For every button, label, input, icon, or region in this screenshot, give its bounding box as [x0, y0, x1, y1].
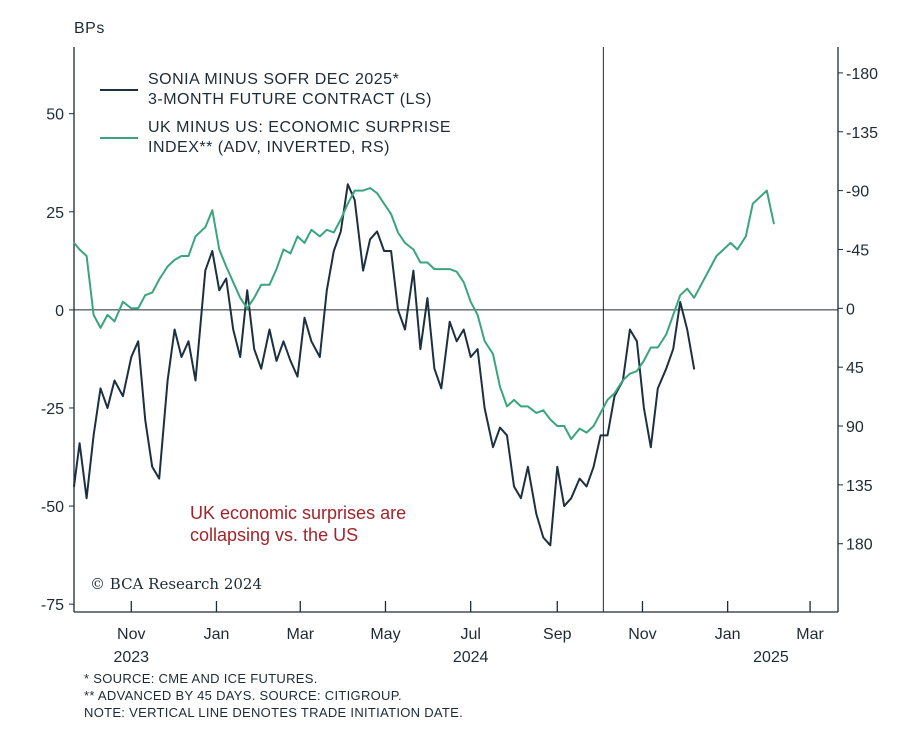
right-tick-label: 135	[846, 478, 873, 495]
annotation-line2: collapsing vs. the US	[190, 525, 359, 545]
right-tick-label: 180	[846, 537, 873, 554]
left-tick-label: 25	[46, 205, 64, 222]
copyright-notice: © BCA Research 2024	[90, 575, 263, 593]
series-layer	[73, 183, 775, 547]
chart-annotation: UK economic surprises are collapsing vs.…	[190, 502, 406, 546]
x-tick-label: Nov	[117, 626, 145, 643]
annotation-line1: UK economic surprises are	[190, 503, 407, 523]
legend-label-sonia-line1: SONIA MINUS SOFR DEC 2025*	[148, 71, 400, 88]
legend: SONIA MINUS SOFR DEC 2025* 3-MONTH FUTUR…	[100, 70, 451, 166]
x-tick-label: Jul	[460, 626, 480, 643]
right-tick-label: 90	[846, 419, 864, 436]
footnote-advanced: ** ADVANCED BY 45 DAYS. SOURCE: CITIGROU…	[84, 688, 402, 703]
left-tick-label: 50	[46, 107, 64, 124]
x-tick-label: Jan	[715, 626, 741, 643]
legend-item-surprise-index: UK MINUS US: ECONOMIC SURPRISE INDEX** (…	[100, 118, 451, 158]
series-line-sonia-sofr	[73, 183, 696, 547]
footnote-source: * SOURCE: CME AND ICE FUTURES.	[84, 671, 318, 686]
x-year-label: 2024	[453, 649, 489, 666]
axes-layer: 50 25 0 -25 -50 -75 -180 -135 -90 -45 0 45 90 135 180 N…	[41, 47, 878, 666]
footnotes: * SOURCE: CME AND ICE FUTURES. ** ADVANC…	[84, 670, 463, 721]
x-tick-label: Mar	[286, 626, 314, 643]
left-axis-unit-label: BPs	[74, 20, 105, 37]
left-tick-label: -75	[41, 597, 64, 614]
legend-item-sonia-sofr: SONIA MINUS SOFR DEC 2025* 3-MONTH FUTUR…	[100, 70, 451, 110]
x-tick-label: Nov	[628, 626, 656, 643]
left-tick-label: -50	[41, 499, 64, 516]
left-tick-label: -25	[41, 401, 64, 418]
right-tick-label: -90	[846, 184, 869, 201]
right-tick-label: -180	[846, 66, 878, 83]
x-year-label: 2025	[753, 649, 789, 666]
footnote-vertical-line: NOTE: VERTICAL LINE DENOTES TRADE INITIA…	[84, 705, 464, 720]
legend-label-surprise-line1: UK MINUS US: ECONOMIC SURPRISE	[148, 119, 452, 136]
x-tick-label: May	[370, 626, 400, 643]
series-line-surprise-index	[73, 187, 775, 441]
left-tick-label: 0	[55, 303, 64, 320]
x-tick-label: Mar	[796, 626, 824, 643]
right-tick-label: -135	[846, 125, 878, 142]
right-tick-label: 0	[846, 301, 855, 318]
legend-label-surprise-line2: INDEX** (ADV, INVERTED, RS)	[148, 139, 390, 156]
x-tick-label: Sep	[543, 626, 572, 643]
right-tick-label: 45	[846, 360, 864, 377]
right-tick-label: -45	[846, 242, 869, 259]
legend-label-sonia-line2: 3-MONTH FUTURE CONTRACT (LS)	[148, 91, 432, 108]
legend-swatch-surprise-index	[100, 137, 138, 139]
x-tick-label: Jan	[204, 626, 230, 643]
legend-swatch-sonia-sofr	[100, 89, 138, 91]
x-year-label: 2023	[113, 649, 149, 666]
